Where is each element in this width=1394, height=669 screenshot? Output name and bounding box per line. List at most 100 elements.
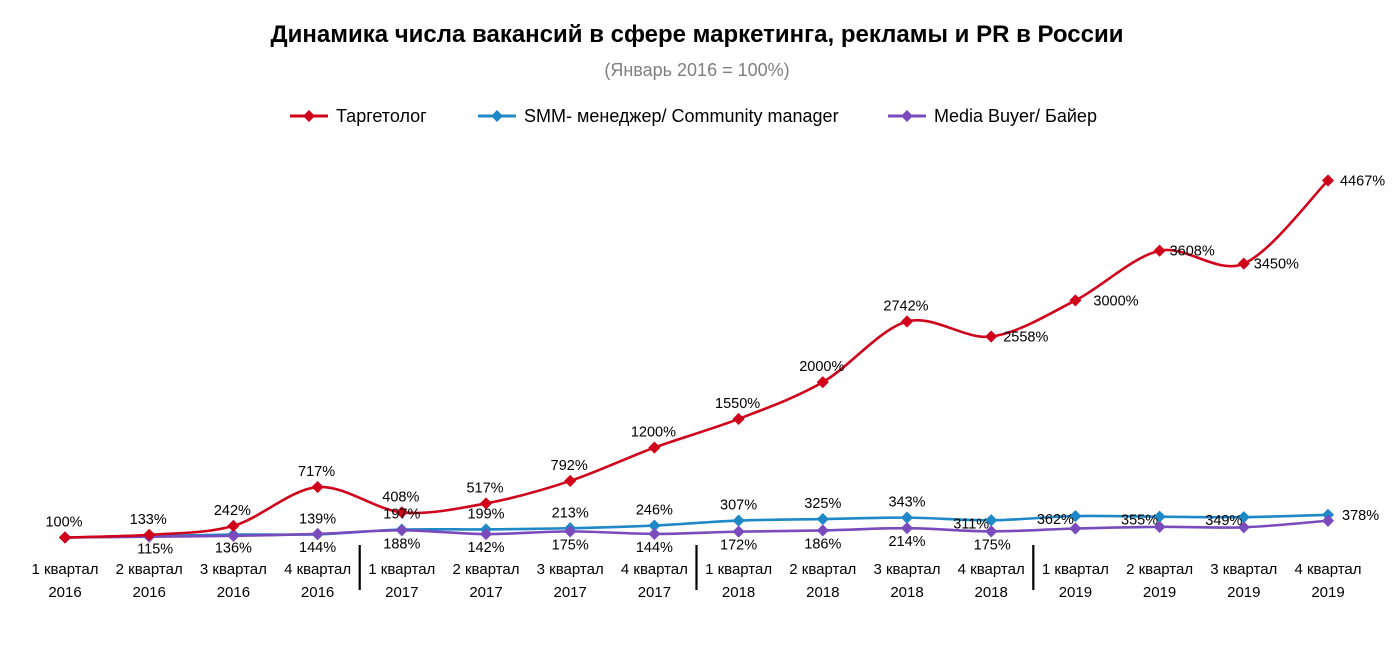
x-tick-quarter: 4 квартал — [1294, 561, 1361, 578]
x-tick-label: 3 квартал 2018 — [873, 561, 940, 601]
x-tick-quarter: 3 квартал — [873, 561, 940, 578]
x-tick-quarter: 3 квартал — [537, 561, 604, 578]
data-label: 307% — [720, 498, 757, 514]
legend-marker — [901, 110, 913, 122]
x-tick-label: 3 квартал 2017 — [537, 561, 604, 601]
data-label: 197% — [383, 507, 420, 523]
x-tick-label: 4 квартал 2018 — [958, 561, 1025, 601]
legend-item-2: Media Buyer/ Байер — [888, 106, 1097, 126]
x-tick-year: 2017 — [469, 584, 502, 601]
data-point — [479, 497, 493, 510]
chart-subtitle: (Январь 2016 = 100%) — [604, 60, 789, 80]
data-point — [1153, 244, 1166, 257]
legend-item-0: Таргетолог — [290, 106, 427, 126]
data-point — [900, 511, 914, 524]
data-label: 175% — [974, 537, 1011, 553]
x-tick-label: 3 квартал 2019 — [1210, 561, 1277, 601]
x-tick-year: 2017 — [385, 584, 418, 601]
data-point — [227, 519, 240, 532]
legend-marker — [491, 110, 503, 122]
chart-title: Динамика числа вакансий в сфере маркетин… — [271, 21, 1124, 48]
x-tick-quarter: 4 квартал — [621, 561, 688, 578]
data-point — [58, 531, 72, 544]
data-label: 408% — [382, 489, 419, 505]
x-tick-label: 1 квартал 2018 — [705, 561, 772, 601]
legend-marker — [303, 110, 315, 122]
data-label: 175% — [552, 537, 589, 553]
x-tick-label: 1 квартал 2016 — [31, 561, 98, 601]
data-label: 378% — [1342, 508, 1379, 524]
data-label: 172% — [720, 538, 757, 554]
data-point — [816, 376, 829, 389]
data-label: 2742% — [883, 299, 928, 315]
x-tick-quarter: 3 квартал — [200, 561, 267, 578]
x-tick-year: 2019 — [1059, 584, 1092, 601]
legend: Таргетолог SMM- менеджер/ Community manag… — [290, 106, 1097, 126]
data-labels: 100% 133% 242% 717% 408% 517% 792% 1200% 1550% 20… — [45, 174, 1385, 558]
data-label: 3450% — [1254, 257, 1299, 273]
x-tick-quarter: 2 квартал — [116, 561, 183, 578]
data-label: 186% — [804, 536, 841, 552]
data-point — [1069, 510, 1082, 523]
data-label: 144% — [299, 540, 336, 556]
x-tick-year: 2017 — [554, 584, 587, 601]
legend-label: Media Buyer/ Байер — [934, 106, 1097, 126]
x-tick-label: 4 квартал 2017 — [621, 561, 688, 601]
x-tick-quarter: 3 квартал — [1210, 561, 1277, 578]
data-point — [816, 513, 829, 526]
x-tick-quarter: 4 квартал — [958, 561, 1025, 578]
data-point — [1069, 294, 1082, 307]
data-point — [732, 412, 745, 426]
data-label: 246% — [636, 503, 673, 519]
x-tick-quarter: 1 квартал — [705, 561, 772, 578]
data-label: 3608% — [1170, 244, 1215, 260]
legend-label: Таргетолог — [336, 106, 427, 126]
data-label: 311% — [953, 516, 989, 532]
data-label: 100% — [45, 515, 82, 531]
data-label: 136% — [215, 541, 252, 557]
series-line — [64, 519, 1329, 539]
data-label: 242% — [214, 503, 251, 519]
data-point — [900, 315, 914, 328]
data-point — [648, 519, 661, 532]
x-tick-label: 1 квартал 2017 — [368, 561, 435, 601]
x-tick-year: 2017 — [638, 584, 671, 601]
x-tick-quarter: 1 квартал — [31, 561, 98, 578]
data-label: 355% — [1121, 513, 1158, 529]
data-label: 717% — [298, 464, 335, 480]
data-label: 349% — [1205, 513, 1242, 529]
data-point — [648, 527, 661, 540]
x-tick-year: 2019 — [1311, 584, 1344, 601]
series-2 — [58, 514, 1335, 544]
x-tick-quarter: 2 квартал — [1126, 561, 1193, 578]
x-tick-label: 1 квартал 2019 — [1042, 561, 1109, 601]
x-tick-year: 2019 — [1143, 584, 1176, 601]
x-tick-year: 2018 — [806, 584, 839, 601]
data-point — [732, 514, 745, 527]
data-label: 115% — [137, 541, 173, 557]
data-point — [564, 474, 577, 488]
x-tick-quarter: 2 квартал — [789, 561, 856, 578]
data-point — [648, 441, 661, 454]
series-line — [64, 179, 1329, 539]
data-label: 362% — [1037, 512, 1074, 528]
x-tick-quarter: 1 квартал — [1042, 561, 1109, 578]
x-tick-quarter: 4 квартал — [284, 561, 351, 578]
data-label: 213% — [552, 505, 589, 521]
x-tick-label: 2 квартал 2016 — [116, 561, 183, 601]
data-label: 325% — [804, 496, 841, 512]
legend-item-1: SMM- менеджер/ Community manager — [478, 106, 839, 126]
x-tick-year: 2018 — [722, 584, 755, 601]
x-tick-year: 2016 — [217, 584, 250, 601]
x-tick-label: 2 квартал 2019 — [1126, 561, 1193, 601]
data-label: 1550% — [715, 396, 760, 412]
data-label: 144% — [636, 540, 673, 556]
data-point — [395, 524, 408, 537]
data-label: 792% — [551, 458, 588, 474]
x-tick-year: 2018 — [975, 584, 1008, 601]
x-tick-year: 2018 — [890, 584, 923, 601]
x-tick-label: 4 квартал 2016 — [284, 561, 351, 601]
data-label: 343% — [888, 495, 925, 511]
data-point — [311, 480, 324, 494]
